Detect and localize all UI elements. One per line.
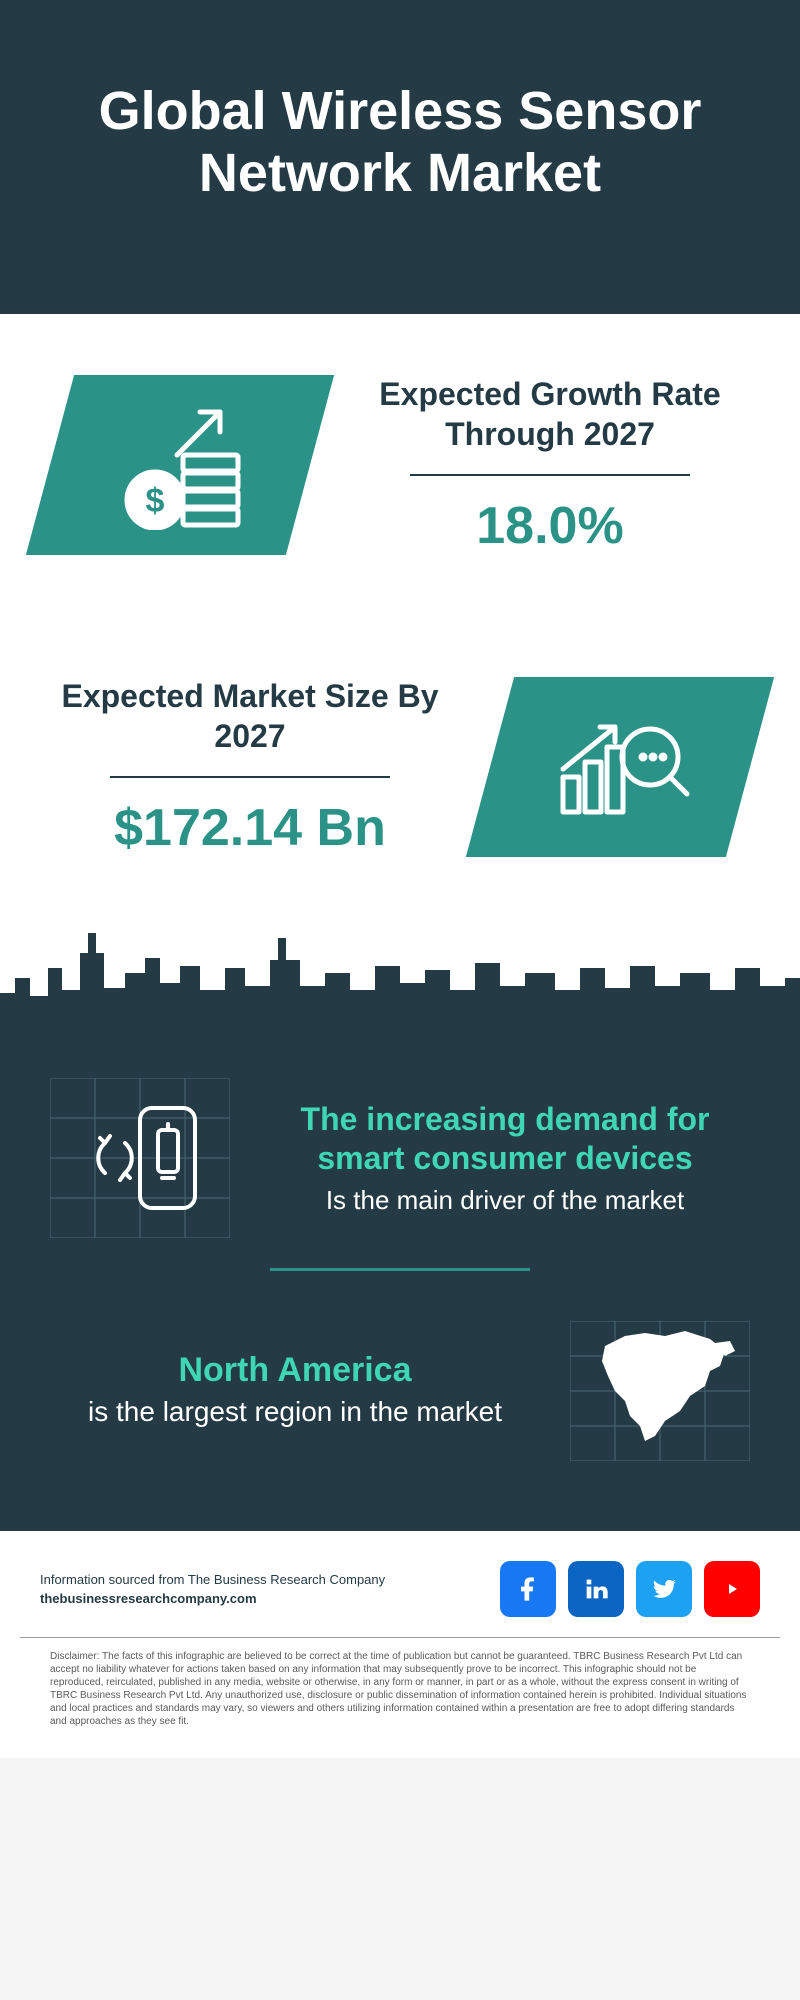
driver-row: The increasing demand for smart consumer…: [50, 1078, 750, 1238]
region-row: North America is the largest region in t…: [50, 1321, 750, 1461]
size-value: $172.14 Bn: [50, 798, 450, 858]
divider: [410, 474, 690, 476]
money-growth-icon: $: [105, 400, 255, 530]
size-label: Expected Market Size By 2027: [50, 676, 450, 756]
youtube-button[interactable]: [704, 1561, 760, 1617]
twitter-button[interactable]: [636, 1561, 692, 1617]
size-text: Expected Market Size By 2027 $172.14 Bn: [50, 676, 450, 858]
footer-text: Information sourced from The Business Re…: [40, 1570, 385, 1609]
size-block: Expected Market Size By 2027 $172.14 Bn: [0, 616, 800, 918]
growth-label: Expected Growth Rate Through 2027: [350, 374, 750, 454]
svg-text:$: $: [146, 482, 165, 520]
region-headline: North America: [50, 1351, 540, 1390]
size-icon-card: [466, 677, 774, 857]
source-line: Information sourced from The Business Re…: [40, 1570, 385, 1590]
skyline-silhouette: [0, 918, 800, 1038]
region-sub: is the largest region in the market: [50, 1394, 540, 1430]
section-divider: [270, 1268, 530, 1271]
social-row: [500, 1561, 760, 1617]
linkedin-button[interactable]: [568, 1561, 624, 1617]
header-block: Global Wireless Sensor Network Market: [0, 0, 800, 314]
driver-icon-box: [50, 1078, 230, 1238]
driver-text: The increasing demand for smart consumer…: [260, 1100, 750, 1216]
driver-sub: Is the main driver of the market: [260, 1185, 750, 1216]
footer: Information sourced from The Business Re…: [0, 1531, 800, 1637]
north-america-map-icon: [602, 1331, 735, 1441]
driver-headline: The increasing demand for smart consumer…: [260, 1100, 750, 1177]
facebook-button[interactable]: [500, 1561, 556, 1617]
growth-text: Expected Growth Rate Through 2027 18.0%: [350, 374, 750, 556]
divider: [110, 776, 390, 778]
growth-icon-card: $: [26, 375, 334, 555]
region-map-box: [570, 1321, 750, 1461]
main-title: Global Wireless Sensor Network Market: [60, 80, 740, 204]
source-url: thebusinessresearchcompany.com: [40, 1589, 385, 1609]
growth-value: 18.0%: [350, 496, 750, 556]
disclaimer: Disclaimer: The facts of this infographi…: [20, 1637, 780, 1758]
chart-analysis-icon: [545, 707, 695, 827]
growth-block: $ Expected Growth Rate Through 2027 18.0…: [0, 314, 800, 616]
region-text: North America is the largest region in t…: [50, 1351, 540, 1430]
dark-section: The increasing demand for smart consumer…: [0, 1038, 800, 1531]
infographic-container: Global Wireless Sensor Network Market: [0, 0, 800, 1758]
